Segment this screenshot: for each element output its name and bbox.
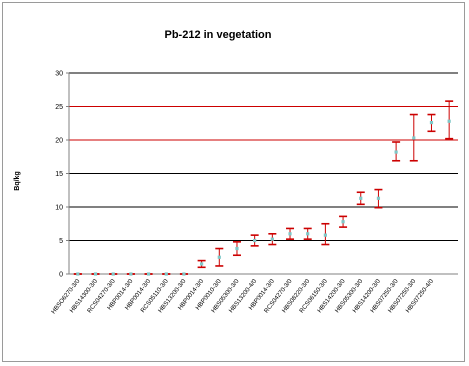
data-point	[129, 272, 133, 276]
chart-frame: Pb-212 in vegetation Bq/kg 0 5 10 15 20 25 30 …	[2, 2, 465, 362]
data-point	[270, 237, 274, 241]
y-tick-label: 15	[55, 171, 63, 178]
data-point	[394, 150, 398, 154]
data-point	[341, 220, 345, 224]
data-point	[376, 196, 381, 200]
data-point	[235, 246, 239, 251]
data-point	[200, 262, 204, 266]
y-axis-label: Bq/kg	[14, 171, 21, 190]
data-point	[164, 272, 168, 276]
gridlines	[69, 72, 458, 241]
x-axis-categories: HBSO6270-3/0HBS14300-3/0RCS04270-3/0HBP0…	[50, 277, 435, 315]
data-points	[76, 119, 451, 276]
data-point	[288, 232, 292, 236]
error-bars	[73, 100, 454, 275]
y-tick-label: 0	[59, 272, 63, 279]
data-point	[76, 272, 80, 276]
chart-svg: Pb-212 in vegetation Bq/kg 051015202530 …	[14, 29, 458, 315]
y-tick-label: 5	[59, 238, 63, 245]
data-point	[306, 232, 310, 236]
data-point	[93, 272, 98, 276]
data-point	[429, 120, 434, 125]
y-tick-label: 30	[55, 71, 63, 78]
data-point	[111, 272, 115, 276]
data-point	[253, 238, 257, 243]
y-axis-ticks: 0 5 10 15 20 25 30	[55, 71, 69, 279]
chart-title: Pb-212 in vegetation	[165, 29, 272, 41]
data-point	[182, 272, 186, 276]
data-point	[412, 136, 416, 140]
data-point	[323, 233, 327, 237]
y-tick-label: 20	[55, 138, 63, 145]
data-point	[359, 196, 363, 200]
data-point	[447, 119, 451, 123]
y-tick-label: 25	[55, 104, 63, 111]
y-tick-label: 10	[55, 205, 63, 212]
data-point	[217, 255, 221, 259]
data-point	[146, 272, 151, 276]
